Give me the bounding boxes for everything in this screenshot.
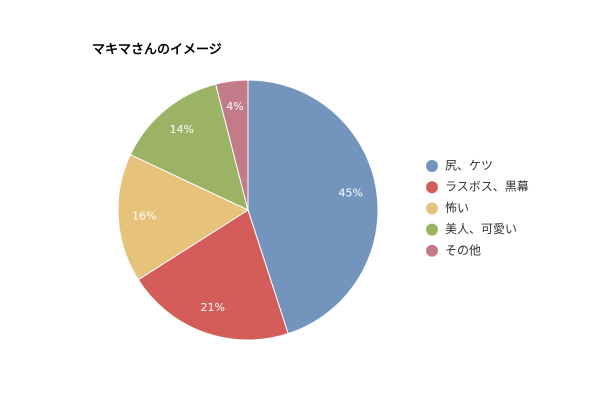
legend-label: 美人、可愛い — [445, 222, 517, 236]
slice-label: 21% — [201, 301, 225, 314]
chart-title: マキマさんのイメージ — [92, 43, 222, 58]
pie-slice — [117, 153, 250, 281]
legend-label: 尻、ケツ — [445, 159, 493, 173]
legend-label: ラスボス、黒幕 — [445, 180, 529, 194]
legend-swatch — [426, 223, 438, 236]
legend-label: その他 — [445, 243, 481, 257]
slice-label: 16% — [132, 210, 156, 223]
slice-label: 14% — [169, 123, 193, 136]
legend-swatch — [426, 244, 438, 257]
slice-label: 4% — [226, 100, 243, 113]
pie-slice — [247, 79, 379, 335]
pie-slice — [215, 79, 249, 211]
pie-slice — [129, 83, 249, 211]
legend-swatch — [426, 160, 438, 172]
slice-label: 45% — [338, 187, 362, 200]
legend-swatch — [426, 181, 438, 194]
legend-label: 怖い — [445, 200, 469, 215]
legend-swatch — [426, 202, 438, 215]
pie-slice — [137, 209, 289, 341]
